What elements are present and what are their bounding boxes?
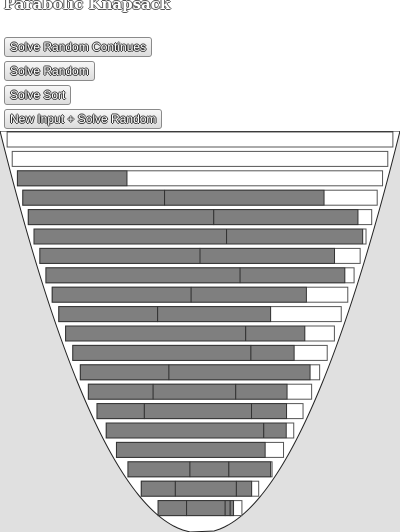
knapsack-row: [27, 209, 373, 226]
packed-item: [157, 500, 188, 517]
row-capacity-bar: [6, 131, 394, 148]
packed-item: [140, 480, 176, 497]
packed-item: [87, 383, 154, 400]
packed-item: [143, 403, 253, 420]
packed-item: [127, 461, 191, 478]
packed-item: [115, 441, 266, 458]
packed-item: [39, 247, 201, 264]
solve-sort-button[interactable]: Solve Sort: [4, 85, 72, 105]
packed-item: [51, 286, 192, 303]
knapsack-row: [87, 383, 313, 400]
new-input-solve-random-button[interactable]: New Input + Solve Random: [4, 109, 163, 129]
packed-item: [229, 500, 235, 517]
packed-item: [245, 325, 306, 342]
knapsack-visualization: [0, 131, 400, 532]
knapsack-row: [45, 267, 355, 284]
packed-item: [213, 209, 359, 226]
packed-item: [235, 480, 253, 497]
knapsack-row: [22, 189, 378, 206]
packed-item: [224, 500, 231, 517]
packed-item: [186, 500, 226, 517]
packed-item: [226, 228, 364, 245]
packed-item: [65, 325, 247, 342]
knapsack-row: [140, 480, 260, 497]
packed-item: [157, 306, 272, 323]
packed-item: [189, 461, 230, 478]
packed-item: [72, 344, 252, 361]
packed-item: [199, 247, 336, 264]
knapsack-row: [65, 325, 335, 342]
packed-item: [45, 267, 241, 284]
packed-item: [174, 480, 237, 497]
packed-item: [164, 189, 325, 206]
packed-item: [168, 364, 311, 381]
page-title: Parabolic Knapsack: [4, 0, 171, 13]
knapsack-canvas: [0, 131, 400, 532]
packed-item: [263, 422, 287, 439]
packed-item: [251, 403, 288, 420]
knapsack-row: [115, 441, 285, 458]
packed-item: [250, 344, 295, 361]
knapsack-row: [72, 344, 328, 361]
packed-item: [16, 170, 128, 187]
knapsack-row: [11, 150, 389, 167]
row-capacity-bar: [11, 150, 389, 167]
packed-item: [79, 364, 170, 381]
knapsack-row: [51, 286, 349, 303]
packed-item: [22, 189, 166, 206]
packed-item: [33, 228, 228, 245]
knapsack-row: [6, 131, 394, 148]
knapsack-row: [16, 170, 384, 187]
solve-random-button[interactable]: Solve Random: [4, 61, 95, 81]
packed-item: [27, 209, 215, 226]
knapsack-row: [157, 500, 243, 517]
knapsack-row: [58, 306, 342, 323]
packed-item: [152, 383, 237, 400]
packed-item: [105, 422, 265, 439]
packed-item: [58, 306, 159, 323]
packed-item: [239, 267, 346, 284]
packed-item: [96, 403, 145, 420]
knapsack-row: [96, 403, 304, 420]
packed-item: [235, 383, 288, 400]
packed-item: [228, 461, 272, 478]
solve-random-continues-button[interactable]: Solve Random Continues: [4, 37, 153, 57]
knapsack-row: [127, 461, 273, 478]
packed-item: [190, 286, 307, 303]
knapsack-row: [79, 364, 321, 381]
knapsack-row: [39, 247, 361, 264]
knapsack-row: [33, 228, 367, 245]
knapsack-row: [105, 422, 295, 439]
